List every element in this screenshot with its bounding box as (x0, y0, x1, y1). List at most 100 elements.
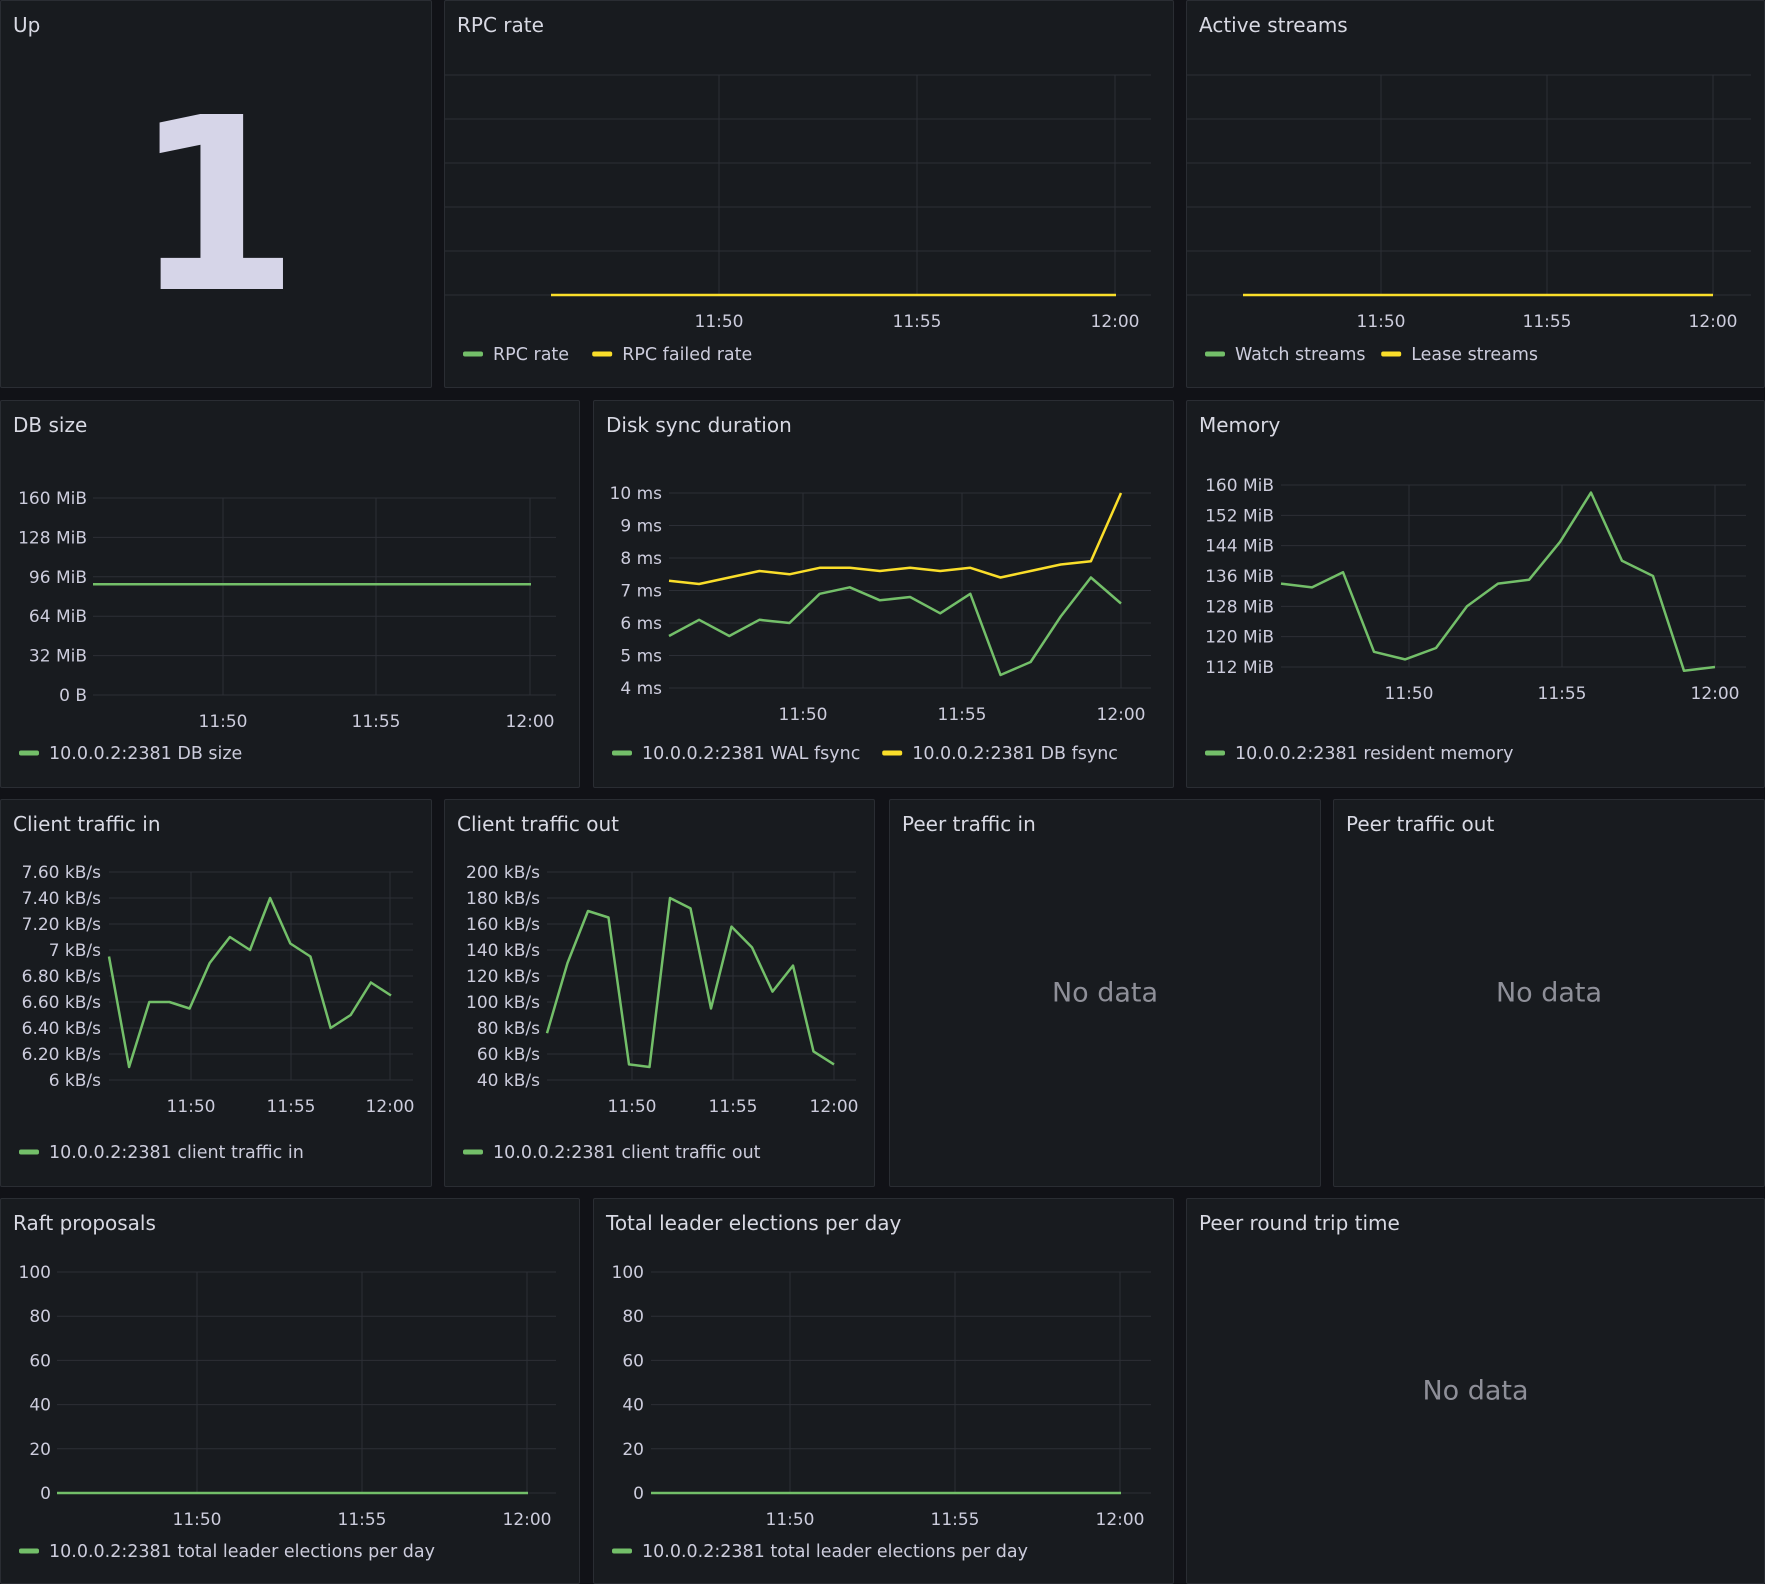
y-tick-label: 100 (19, 1263, 51, 1283)
series-line-10-0-0-2-2381-db-fsync (668, 492, 1123, 586)
y-tick-label: 0 B (59, 686, 87, 706)
y-tick-label: 6.60 kB/s (22, 993, 101, 1013)
panel-title: Peer round trip time (1199, 1211, 1400, 1235)
chart-plot: 160 MiB 128 MiB 96 MiB 64 MiB 32 MiB 0 B 11:50… (18, 489, 556, 764)
panel-raft-proposals[interactable]: Raft proposals 100 80 60 40 20 0 11:50 11:55 12:… (0, 1198, 580, 1584)
panel-active-streams[interactable]: Active streams 10080604020011:5011:5512:… (1186, 0, 1765, 388)
y-tick-label: 9 ms (620, 517, 662, 537)
y-tick-label: 4 ms (620, 679, 662, 699)
panel-total-leader-elections[interactable]: Total leader elections per day 100 80 60 40… (593, 1198, 1174, 1584)
panel-title: DB size (13, 413, 88, 437)
y-tick-label: 200 kB/s (466, 863, 540, 883)
legend-label: 10.0.0.2:2381 total leader elections per… (49, 1542, 435, 1562)
panel-title: Raft proposals (13, 1211, 156, 1235)
legend-label: 10.0.0.2:2381 WAL fsync (642, 744, 860, 764)
panel-peer-round-trip-time[interactable]: Peer round trip time No data (1186, 1198, 1765, 1584)
panel-client-traffic-in[interactable]: Client traffic in 7.60 kB/s 7.40 kB/s 7.20… (0, 799, 432, 1187)
y-tick-label: 60 kB/s (477, 1045, 540, 1065)
legend-swatch (463, 351, 483, 357)
no-data-message: No data (1495, 977, 1603, 1009)
panel-title: Memory (1199, 413, 1281, 437)
x-tick-label: 11:50 (173, 1510, 222, 1530)
y-tick-label: 140 kB/s (466, 941, 540, 961)
y-tick-label: 6.40 kB/s (22, 1019, 101, 1039)
chart-plot: 10 ms 9 ms 8 ms 7 ms 6 ms 5 ms 4 ms 11:50 11:55 1… (610, 484, 1151, 764)
legend-label: 10.0.0.2:2381 client traffic in (49, 1143, 304, 1163)
y-tick-label: 64 MiB (29, 607, 87, 627)
y-tick-label: 80 kB/s (477, 1019, 540, 1039)
x-tick-label: 11:55 (1538, 684, 1587, 704)
y-tick-label: 6.80 kB/s (22, 967, 101, 987)
legend-label: RPC rate (493, 345, 569, 365)
series-line-10-0-0-2-2381-resident-memory (1280, 491, 1716, 673)
panel-up[interactable]: Up 1 (0, 0, 432, 388)
x-tick-label: 11:50 (695, 312, 744, 332)
y-tick-label: 40 (622, 1396, 644, 1416)
legend-label: 10.0.0.2:2381 resident memory (1235, 744, 1513, 764)
x-tick-label: 11:55 (338, 1510, 387, 1530)
panel-title: Up (13, 13, 41, 37)
chart-plot: 100 80 60 40 20 0 11:50 11:55 12:00 10.0.0.2:2381… (612, 1263, 1151, 1562)
legend-label: Lease streams (1411, 345, 1538, 365)
series-line-10-0-0-2-2381-client-traffic-out (545, 896, 835, 1069)
panel-rpc-rate[interactable]: RPC rate 100 ops/s80 ops/s60 ops/s40 ops… (444, 0, 1174, 388)
y-tick-label: 7 ms (620, 582, 662, 602)
legend-swatch (882, 750, 903, 756)
y-tick-label: 120 kB/s (466, 967, 540, 987)
panel-client-traffic-out[interactable]: Client traffic out 200 kB/s 180 kB/s 160 k… (444, 799, 875, 1187)
y-tick-label: 160 kB/s (466, 915, 540, 935)
y-tick-label: 60 (29, 1351, 51, 1371)
panel-title: Client traffic in (13, 812, 161, 836)
y-tick-label: 128 MiB (18, 528, 87, 548)
y-tick-label: 8 ms (620, 549, 662, 569)
x-tick-label: 12:00 (506, 712, 555, 732)
x-tick-label: 12:00 (366, 1097, 415, 1117)
y-tick-label: 20 (29, 1440, 51, 1460)
series-line-10-0-0-2-2381-client-traffic-in (107, 896, 392, 1069)
panel-peer-traffic-in[interactable]: Peer traffic in No data (889, 799, 1321, 1187)
y-tick-label: 120 MiB (1205, 628, 1274, 648)
y-tick-label: 100 (612, 1263, 644, 1283)
y-tick-label: 0 (633, 1484, 644, 1504)
no-data-message: No data (1051, 977, 1159, 1009)
y-tick-label: 6 kB/s (49, 1071, 101, 1091)
legend-swatch (1205, 351, 1225, 357)
y-tick-label: 152 MiB (1205, 506, 1274, 526)
panel-disk-sync-duration[interactable]: Disk sync duration 10 ms 9 ms 8 ms 7 ms 6 ms… (593, 400, 1174, 788)
x-tick-label: 12:00 (810, 1097, 859, 1117)
legend-label: 10.0.0.2:2381 client traffic out (493, 1143, 761, 1163)
panel-memory[interactable]: Memory 160 MiB 152 MiB 144 MiB 136 MiB 128 M… (1186, 400, 1765, 788)
x-tick-label: 11:55 (267, 1097, 316, 1117)
y-tick-label: 7.60 kB/s (22, 863, 101, 883)
y-tick-label: 20 (622, 1440, 644, 1460)
x-tick-label: 11:55 (893, 312, 942, 332)
y-tick-label: 136 MiB (1205, 567, 1274, 587)
y-tick-label: 80 (29, 1307, 51, 1327)
x-tick-label: 12:00 (1689, 312, 1738, 332)
y-tick-label: 6.20 kB/s (22, 1045, 101, 1065)
y-tick-label: 10 ms (610, 484, 663, 504)
y-tick-label: 40 kB/s (477, 1071, 540, 1091)
legend-swatch (19, 1149, 39, 1155)
legend-swatch (612, 1548, 632, 1554)
y-tick-label: 112 MiB (1205, 658, 1274, 678)
x-tick-label: 12:00 (503, 1510, 552, 1530)
panel-db-size[interactable]: DB size 160 MiB 128 MiB 96 MiB 64 MiB 32 MiB… (0, 400, 580, 788)
chart-plot: 200 kB/s 180 kB/s 160 kB/s 140 kB/s 120 kB/s… (463, 863, 859, 1163)
x-tick-label: 11:55 (1523, 312, 1572, 332)
legend-swatch (592, 351, 613, 357)
y-tick-label: 60 (622, 1351, 644, 1371)
y-tick-label: 128 MiB (1205, 597, 1274, 617)
x-tick-label: 11:50 (779, 705, 828, 725)
x-tick-label: 11:55 (931, 1510, 980, 1530)
panel-title: Total leader elections per day (606, 1211, 902, 1235)
legend-label: RPC failed rate (622, 345, 752, 365)
x-tick-label: 11:50 (199, 712, 248, 732)
y-tick-label: 96 MiB (29, 568, 87, 588)
y-tick-label: 144 MiB (1205, 537, 1274, 557)
series-line-10-0-0-2-2381-wal-fsync (668, 576, 1122, 677)
y-tick-label: 32 MiB (29, 647, 87, 667)
legend-swatch (19, 1548, 39, 1554)
panel-peer-traffic-out[interactable]: Peer traffic out No data (1333, 799, 1765, 1187)
x-tick-label: 11:50 (1385, 684, 1434, 704)
